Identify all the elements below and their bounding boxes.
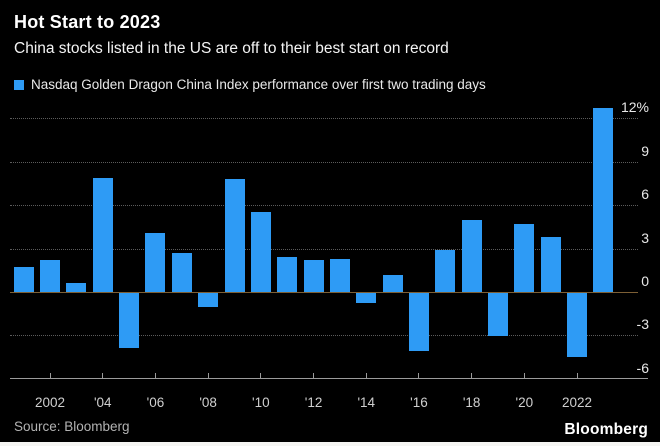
bar-2005 [119, 293, 140, 348]
bar-2004 [92, 177, 113, 292]
chart-subtitle: China stocks listed in the US are off to… [14, 40, 449, 57]
y-tick-label--6: -6 [636, 359, 649, 376]
bar-2023 [593, 108, 614, 292]
legend-marker-icon [14, 79, 24, 90]
x-tick-label-2006: '06 [146, 395, 165, 410]
bar-2019 [488, 293, 508, 337]
x-tick-label-2016: '16 [410, 395, 428, 410]
x-tick-label-2002: 2002 [35, 395, 66, 410]
bar-2015 [382, 274, 403, 292]
bar-2003 [66, 283, 87, 292]
bar-2021 [540, 237, 561, 292]
bloomberg-logo: Bloomberg [564, 421, 648, 438]
bar-2013 [329, 258, 350, 292]
bar-2017 [435, 250, 456, 292]
y-tick-label--3: -3 [636, 316, 649, 333]
y-tick-label-3: 3 [641, 229, 649, 246]
plot-area [10, 104, 638, 380]
legend-label: Nasdaq Golden Dragon China Index perform… [31, 77, 486, 92]
gridline-12 [10, 118, 638, 120]
bar-2006 [145, 232, 166, 292]
bar-2022 [567, 293, 588, 357]
bar-2016 [408, 293, 429, 351]
bar-2010 [250, 212, 271, 292]
bar-2012 [303, 260, 324, 292]
gridline-9 [10, 161, 638, 163]
bar-2002 [40, 260, 61, 292]
x-tick-label-2020: '20 [515, 395, 534, 410]
y-tick-label-0: 0 [641, 273, 649, 289]
x-tick-label-2004: '04 [93, 395, 112, 410]
bar-2009 [224, 179, 245, 292]
bottom-strip [0, 442, 660, 446]
bar-2008 [198, 293, 219, 308]
x-tick-label-2022: 2022 [562, 395, 593, 410]
zero-baseline [10, 292, 638, 293]
gridline--3 [10, 335, 638, 337]
bar-2007 [171, 252, 192, 292]
y-tick-label-6: 6 [641, 186, 649, 203]
bar-2014 [356, 293, 377, 304]
bar-2018 [461, 219, 482, 292]
y-tick-label-9: 9 [641, 142, 649, 159]
legend: Nasdaq Golden Dragon China Index perform… [14, 77, 486, 92]
x-tick-label-2012: '12 [304, 395, 323, 410]
gridline-6 [10, 205, 638, 207]
x-tick-label-2010: '10 [252, 395, 270, 410]
x-tick-label-2008: '08 [199, 395, 217, 410]
x-tick-label-2018: '18 [462, 395, 481, 410]
gridline-3 [10, 248, 638, 250]
bar-2001 [13, 267, 34, 292]
source-note: Source: Bloomberg [14, 419, 130, 434]
chart-title: Hot Start to 2023 [14, 12, 161, 32]
x-tick-label-2014: '14 [357, 395, 376, 410]
bar-2011 [277, 257, 298, 292]
bar-2020 [514, 224, 535, 292]
